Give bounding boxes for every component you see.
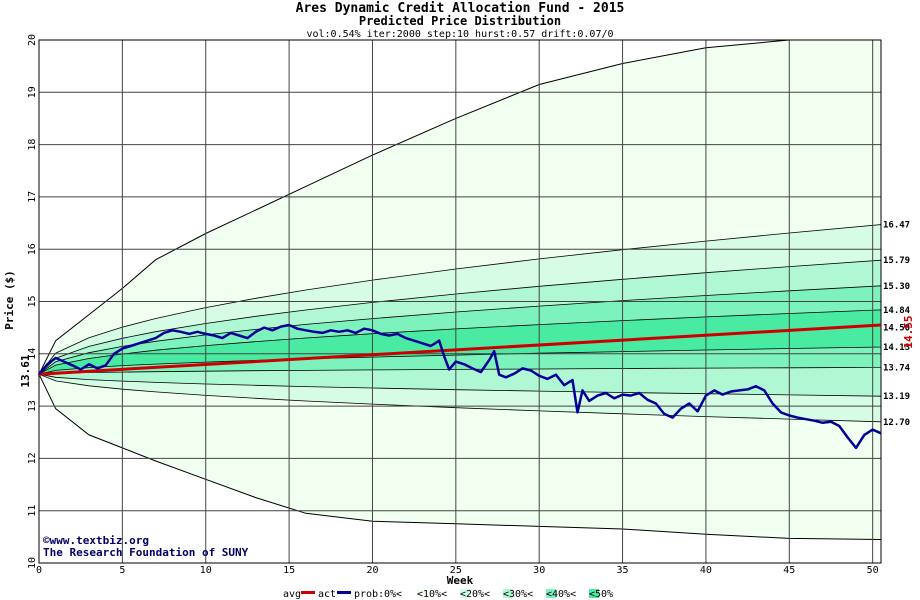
right-label-13.19: 13.19 — [883, 392, 910, 402]
right-label-13.74: 13.74 — [883, 363, 911, 373]
legend-prob-label-3: <30%< — [503, 589, 533, 600]
right-label-15.79: 15.79 — [883, 256, 910, 266]
right-label-14.13: 14.13 — [883, 343, 910, 353]
avg-line — [38, 323, 882, 376]
legend-swatch-1 — [417, 589, 427, 598]
legend-swatch-5 — [589, 589, 599, 598]
grid-lines — [38, 39, 882, 564]
y-tick-13: 13 — [27, 400, 38, 412]
legend-prob-label-0: 0%< — [384, 589, 402, 600]
probability-bands — [37, 39, 882, 541]
x-axis-label: Week — [447, 574, 474, 587]
y-tick-16: 16 — [27, 243, 38, 255]
actual-price-line — [38, 323, 882, 450]
legend-prob-label-1: <10%< — [417, 589, 447, 600]
x-tick-35: 35 — [617, 565, 629, 576]
chart-subtitle: Predicted Price Distribution — [359, 14, 561, 28]
x-tick-15: 15 — [283, 565, 295, 576]
right-label-14.50: 14.50 — [883, 324, 910, 334]
chart-parameters: vol:0.54% iter:2000 step:10 hurst:0.57 d… — [306, 29, 613, 40]
y-tick-18: 18 — [27, 139, 38, 151]
legend-prob-label-5: <50% — [589, 589, 613, 600]
x-tick-10: 10 — [200, 565, 212, 576]
y-tick-17: 17 — [27, 191, 38, 203]
y-tick-12: 12 — [27, 452, 38, 464]
right-label-12.70: 12.70 — [883, 418, 910, 428]
legend-prob-label-2: <20%< — [460, 589, 490, 600]
credit-organization: The Research Foundation of SUNY — [43, 546, 249, 559]
x-tick-25: 25 — [450, 565, 462, 576]
y-tick-11: 11 — [27, 505, 38, 517]
right-percentile-labels: 16.47 15.79 15.30 14.84 14.50 14.13 13.74 13.19… — [883, 221, 911, 428]
y-tick-19: 19 — [27, 86, 38, 98]
x-tick-50: 50 — [867, 565, 879, 576]
legend-prob-label-4: <40%< — [546, 589, 576, 600]
x-tick-30: 30 — [533, 565, 545, 576]
start-price-label: 13.61 — [19, 354, 32, 387]
right-label-15.30: 15.30 — [883, 282, 910, 292]
x-tick-20: 20 — [366, 565, 378, 576]
credit-copyright: ©www.textbiz.org — [43, 534, 149, 547]
plot-border — [38, 39, 882, 564]
legend-prob-prefix: prob: — [354, 589, 384, 600]
legend-swatch-2 — [460, 589, 470, 598]
legend-swatch-3 — [503, 589, 513, 598]
chart-title: Ares Dynamic Credit Allocation Fund - 20… — [296, 1, 625, 16]
x-tick-40: 40 — [700, 565, 712, 576]
y-axis-label: Price ($) — [3, 270, 16, 330]
legend-probability-items: 0%< <10%< <20%< <30%< <40%< <50% — [384, 589, 613, 600]
y-tick-14: 14 — [27, 348, 38, 360]
legend-swatch-4 — [546, 589, 556, 598]
x-tick-0: 0 — [36, 565, 42, 576]
right-label-14.84: 14.84 — [883, 306, 911, 316]
legend-act-label: act — [318, 589, 336, 600]
right-label-16.47: 16.47 — [883, 221, 910, 231]
series-lines — [38, 323, 882, 450]
y-tick-10: 10 — [27, 557, 38, 569]
y-tick-20: 20 — [27, 34, 38, 46]
x-tick-5: 5 — [119, 565, 125, 576]
legend-swatch-0 — [384, 589, 394, 598]
legend-avg-label: avg — [283, 589, 301, 600]
end-average-label: 14.55 — [902, 315, 915, 348]
legend-avg-swatch — [301, 591, 315, 594]
x-tick-45: 45 — [783, 565, 795, 576]
legend-act-swatch — [337, 591, 351, 594]
y-tick-15: 15 — [27, 295, 38, 307]
legend: avg act prob: 0%< <10%< <20%< <30%< <40%< <50… — [283, 589, 613, 600]
axis-ticks: 0 5 10 15 20 25 30 35 40 45 50 10 11 12 13 14 15 16 17 18 19… — [27, 34, 879, 576]
